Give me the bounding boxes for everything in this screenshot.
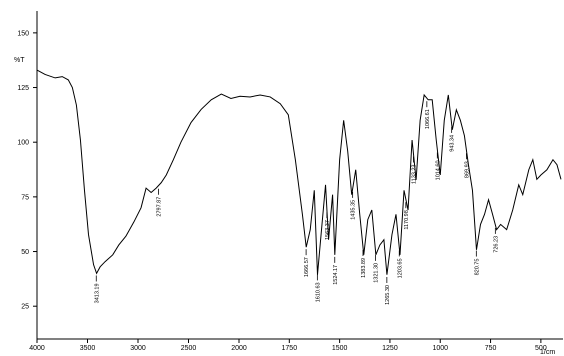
x-tick-label: 2000 [231,345,247,352]
y-tick-label: 25 [21,304,29,311]
y-tick-label: 100 [17,140,29,147]
peak-label: 1435.35 [351,200,357,220]
x-tick-label: 1000 [432,345,448,352]
spectrum-line [36,69,562,275]
peak-label: 869.93 [464,161,470,178]
x-tick-label: 1250 [382,345,398,352]
y-tick-label: 50 [21,249,29,256]
peak-label: 1666.57 [304,257,310,277]
peak-label: 943.34 [450,135,456,152]
peak-label: 1610.63 [315,282,321,302]
y-tick-label: 150 [17,30,29,37]
x-tick-label: 4000 [29,345,45,352]
x-tick-label: 750 [485,345,497,352]
peak-label: 820.75 [474,259,480,276]
peak-label: 3413.19 [94,283,100,303]
y-axis-label: %T [14,57,25,64]
x-tick-label: 3000 [130,345,146,352]
peak-label: 1203.65 [397,258,403,278]
peak-label: 1014.60 [435,160,441,180]
y-tick-label: 75 [21,194,29,201]
x-tick-label: 1750 [282,345,298,352]
x-tick-label: 3500 [80,345,96,352]
x-axis-label: 1/cm [540,349,555,356]
peak-label: 1170.98 [404,210,410,229]
x-tick-label: 1500 [332,345,348,352]
peak-label: 1563.37 [325,220,331,240]
peak-label: 1383.89 [361,258,367,278]
peak-label: 1133.23 [411,164,417,183]
peak-label: 1321.30 [374,263,380,283]
x-tick-label: 2500 [181,345,197,352]
y-tick-label: 125 [17,85,29,92]
peak-label: 2797.87 [156,197,162,217]
peak-label: 1265.30 [385,285,391,305]
peak-label: 1524.17 [333,265,339,285]
peak-label: 726.23 [493,236,499,253]
x-tick-label: 500 [535,345,547,352]
peak-label: 1066.61 [425,109,431,129]
